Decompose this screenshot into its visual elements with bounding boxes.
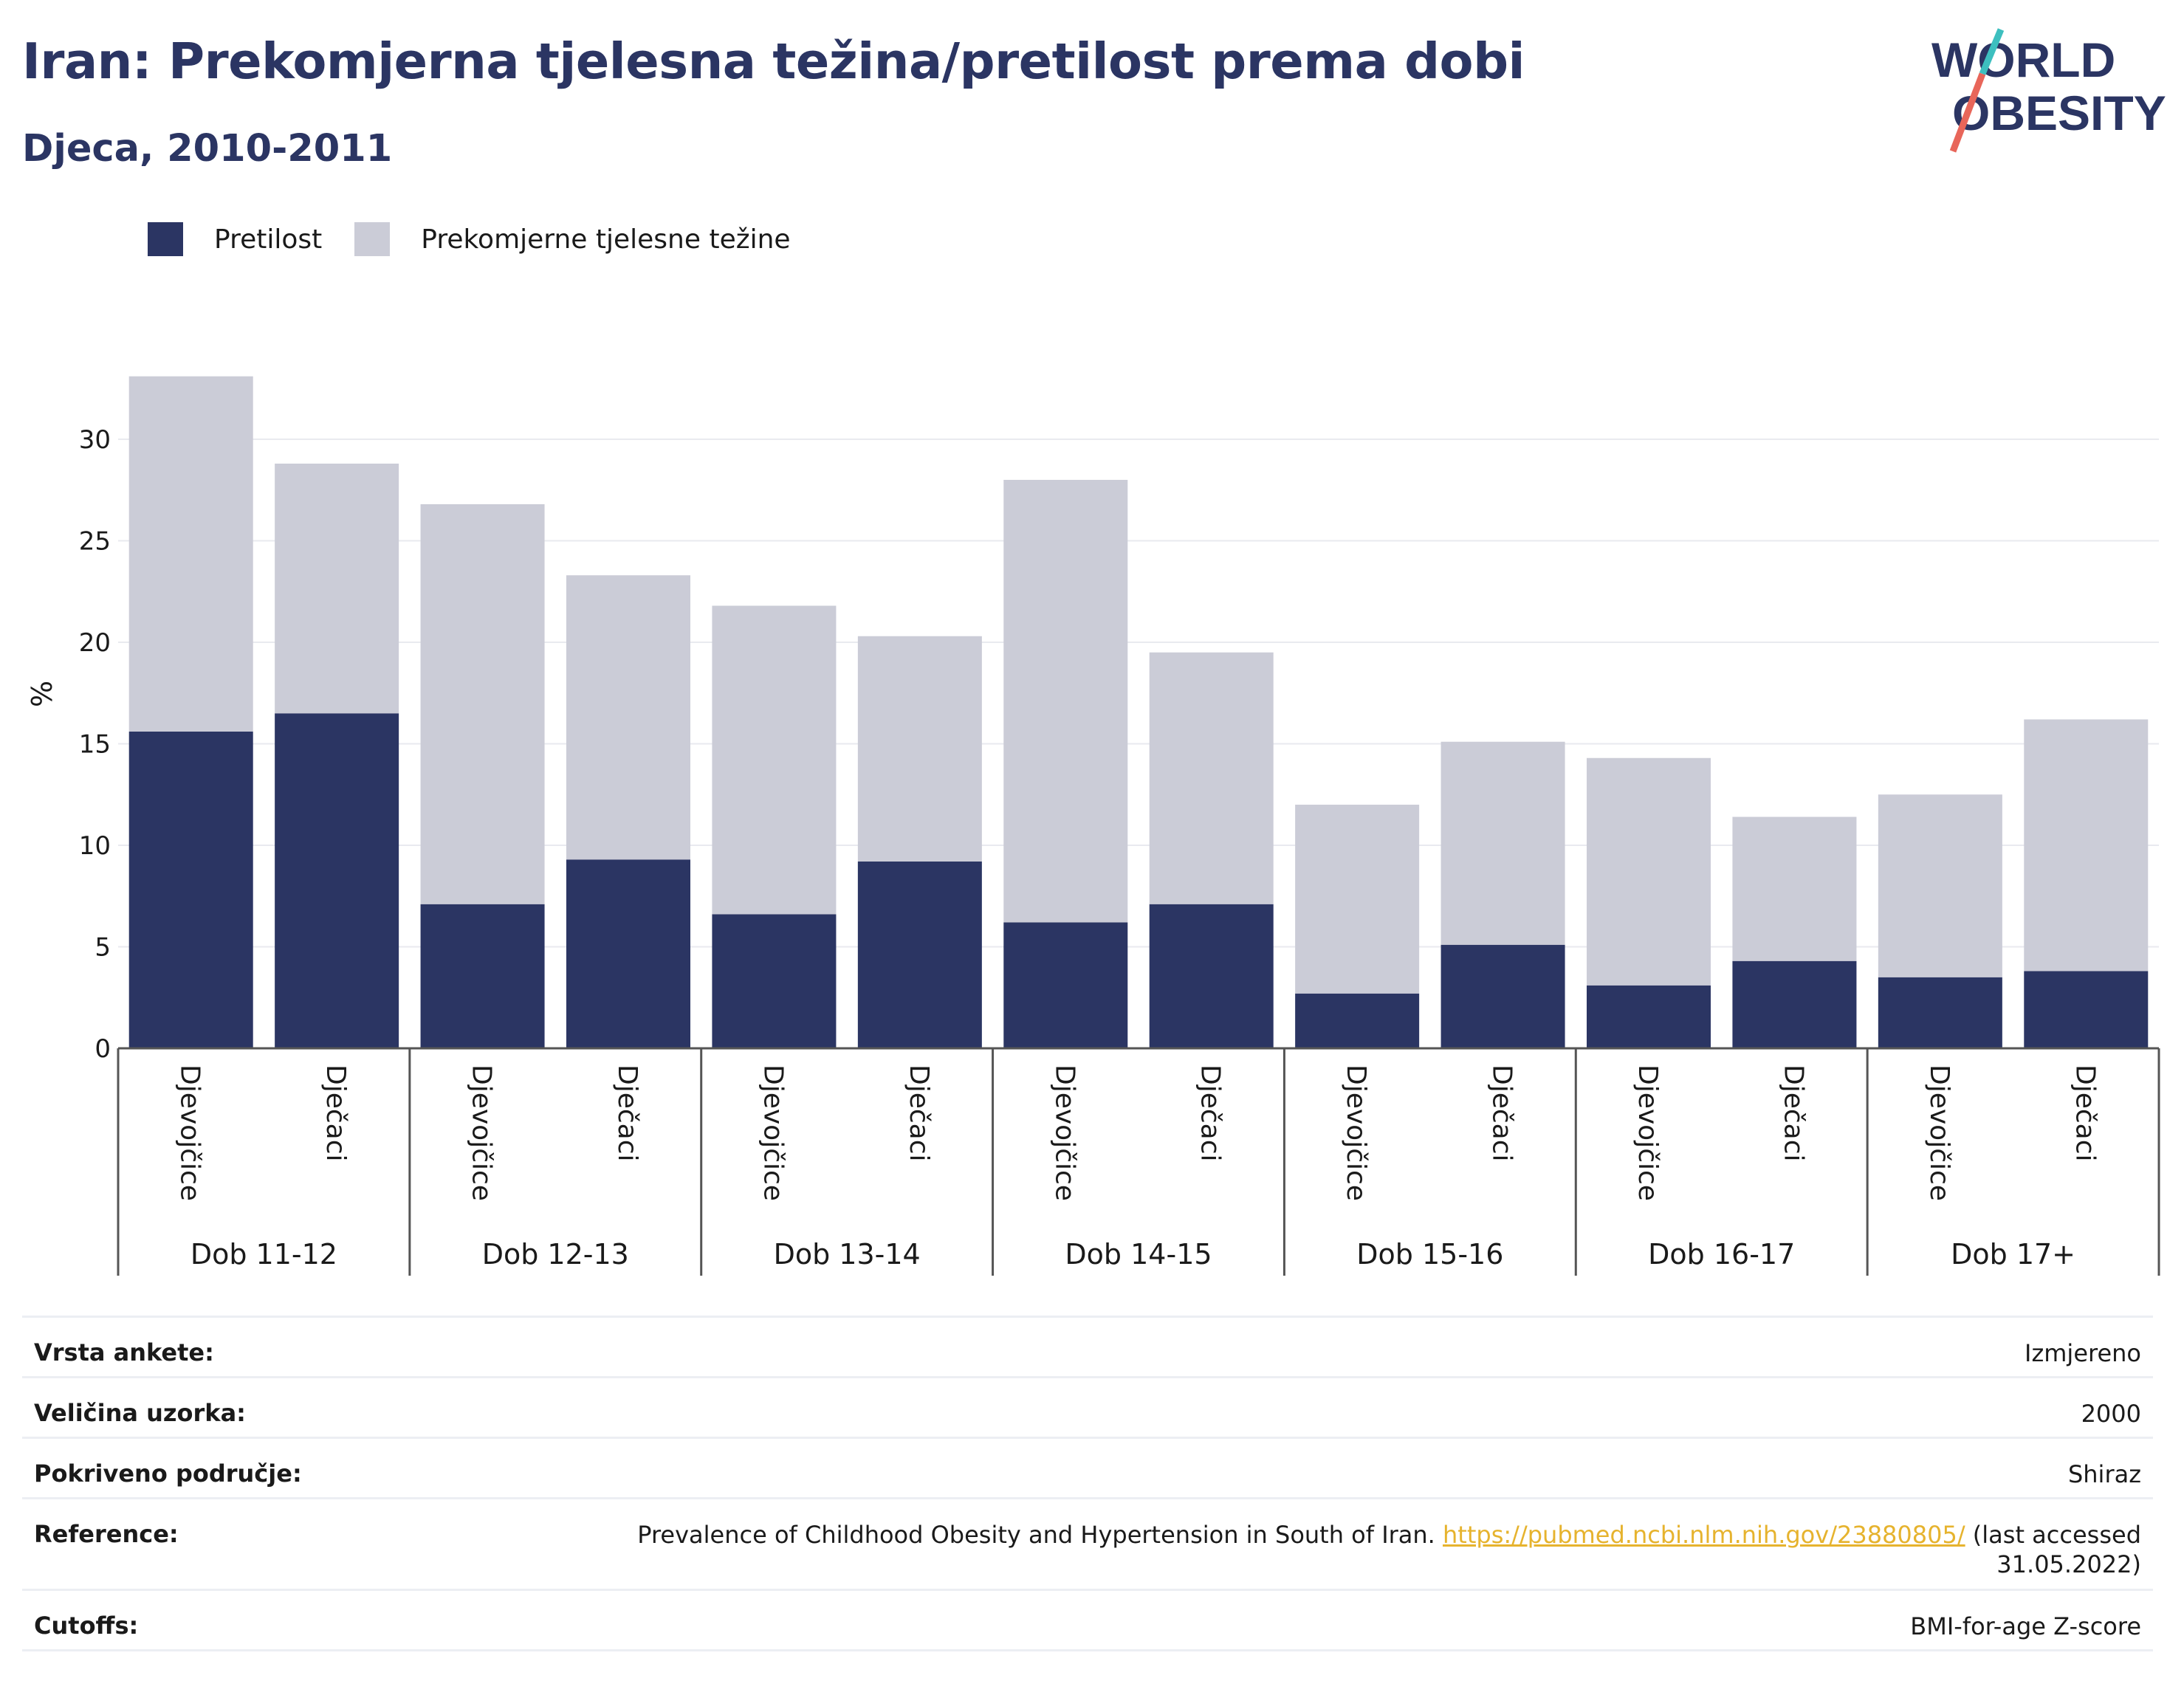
meta-label: Pokriveno područje: [34, 1460, 302, 1488]
bar-prekomjerne [1149, 652, 1274, 904]
bar-prekomjerne [857, 636, 982, 862]
bar-prekomjerne [1878, 794, 2002, 977]
bar-pretilost [420, 904, 545, 1048]
chart-title: Iran: Prekomjerna tjelesna težina/pretil… [22, 32, 1525, 90]
x-category-label: Djevojčice [758, 1065, 788, 1201]
bar-prekomjerne [420, 504, 545, 904]
y-tick-label: 20 [79, 628, 111, 658]
y-tick-label: 10 [79, 831, 111, 861]
x-category-label: Dječaci [2070, 1065, 2100, 1162]
x-group-label: Dob 15-16 [1356, 1238, 1503, 1271]
logo-accent-coral [1949, 72, 1986, 153]
x-category-label: Djevojčice [1632, 1065, 1663, 1201]
x-category-label: Djevojčice [467, 1065, 497, 1201]
bar-prekomjerne [1440, 741, 1565, 945]
x-group-label: Dob 11-12 [190, 1238, 337, 1271]
stacked-bar-chart: 0 5 10 15 20 25 30% Djevojčice Dječaci Djevojčice… [26, 376, 2160, 1276]
y-axis-label: % [26, 681, 58, 707]
y-tick-label: 5 [95, 933, 111, 963]
world-obesity-logo: WORLD OBESITY [1931, 28, 2166, 153]
legend-swatch-pretilost [148, 222, 183, 256]
reference-accessed-date: 31.05.2022) [1996, 1550, 2141, 1578]
y-tick-label: 15 [79, 730, 111, 760]
bar-pretilost [712, 914, 837, 1048]
meta-value: BMI-for-age Z-score [1910, 1612, 2141, 1640]
x-category-label: Dječaci [904, 1065, 934, 1162]
bar-prekomjerne [1003, 480, 1128, 923]
bar-pretilost [128, 732, 253, 1048]
x-group-label: Dob 17+ [1951, 1238, 2075, 1271]
meta-label: Veličina uzorka: [34, 1399, 246, 1427]
x-group-label: Dob 13-14 [774, 1238, 921, 1271]
x-category-label: Dječaci [320, 1065, 351, 1162]
meta-label: Vrsta ankete: [34, 1338, 214, 1366]
logo-line1: WORLD [1931, 32, 2115, 87]
meta-value: Izmjereno [2025, 1339, 2141, 1367]
meta-row-reference: Reference: Prevalence of Childhood Obesi… [22, 1497, 2153, 1589]
x-category-label: Dječaci [1195, 1065, 1226, 1162]
bar-prekomjerne [1732, 816, 1857, 961]
legend-label: Pretilost [214, 224, 323, 255]
meta-bottom-divider [22, 1649, 2153, 1651]
logo-line2: OBESITY [1952, 86, 2166, 140]
reference-accessed: (last accessed [1972, 1521, 2141, 1549]
legend-label: Prekomjerne tjelesne težine [421, 224, 791, 255]
bar-prekomjerne [566, 575, 690, 860]
x-category-label: Djevojčice [1049, 1065, 1079, 1201]
legend-item-pretilost: Pretilost [148, 222, 322, 256]
x-group-label: Dob 12-13 [482, 1238, 629, 1271]
meta-value-reference: Prevalence of Childhood Obesity and Hype… [637, 1520, 2141, 1579]
x-category-label: Djevojčice [1924, 1065, 1954, 1201]
y-tick-label: 30 [79, 425, 111, 455]
bar-pretilost [857, 862, 982, 1048]
meta-row-area-covered: Pokriveno područje: Shiraz [22, 1437, 2153, 1497]
meta-row-survey-type: Vrsta ankete: Izmjereno [22, 1316, 2153, 1376]
bar-pretilost [1149, 904, 1274, 1048]
chart-subtitle: Djeca, 2010-2011 [22, 127, 393, 171]
meta-row-cutoffs: Cutoffs: BMI-for-age Z-score [22, 1589, 2153, 1649]
legend-item-prekomjerne: Prekomjerne tjelesne težine [354, 222, 791, 256]
bar-prekomjerne [1587, 757, 1711, 986]
bar-pretilost [275, 713, 399, 1048]
x-category-label: Dječaci [1487, 1065, 1517, 1162]
x-group-label: Dob 16-17 [1648, 1238, 1795, 1271]
reference-link[interactable]: https://pubmed.ncbi.nlm.nih.gov/23880805… [1443, 1521, 1965, 1549]
bar-prekomjerne [128, 376, 253, 732]
meta-value: Shiraz [2067, 1460, 2141, 1488]
x-group-label: Dob 14-15 [1065, 1238, 1212, 1271]
logo-accent-teal [1979, 28, 2005, 75]
survey-info-table: Vrsta ankete: Izmjereno Veličina uzorka:… [22, 1316, 2153, 1651]
y-tick-label: 25 [79, 527, 111, 557]
bar-pretilost [1440, 944, 1565, 1048]
chart-legend: Pretilost Prekomjerne tjelesne težine [148, 219, 823, 260]
meta-label: Reference: [34, 1520, 179, 1548]
x-category-label: Djevojčice [1341, 1065, 1371, 1201]
x-category-label: Djevojčice [175, 1065, 205, 1201]
bar-pretilost [1878, 977, 2002, 1048]
bar-pretilost [1295, 993, 1420, 1048]
meta-value: 2000 [2081, 1400, 2141, 1428]
bar-pretilost [2024, 971, 2149, 1048]
y-tick-label: 0 [95, 1034, 111, 1064]
bar-prekomjerne [275, 464, 399, 714]
x-category-label: Dječaci [612, 1065, 642, 1162]
bar-pretilost [1732, 960, 1857, 1048]
legend-swatch-prekomjerne [354, 222, 391, 256]
bar-prekomjerne [1295, 805, 1420, 994]
bar-prekomjerne [2024, 719, 2149, 972]
bar-pretilost [1587, 985, 1711, 1048]
meta-row-sample-size: Veličina uzorka: 2000 [22, 1376, 2153, 1437]
bar-pretilost [1003, 922, 1128, 1048]
x-category-label: Dječaci [1778, 1065, 1808, 1162]
bar-prekomjerne [712, 605, 837, 915]
bar-pretilost [566, 859, 690, 1048]
reference-text: Prevalence of Childhood Obesity and Hype… [637, 1521, 1435, 1549]
meta-label: Cutoffs: [34, 1612, 139, 1640]
